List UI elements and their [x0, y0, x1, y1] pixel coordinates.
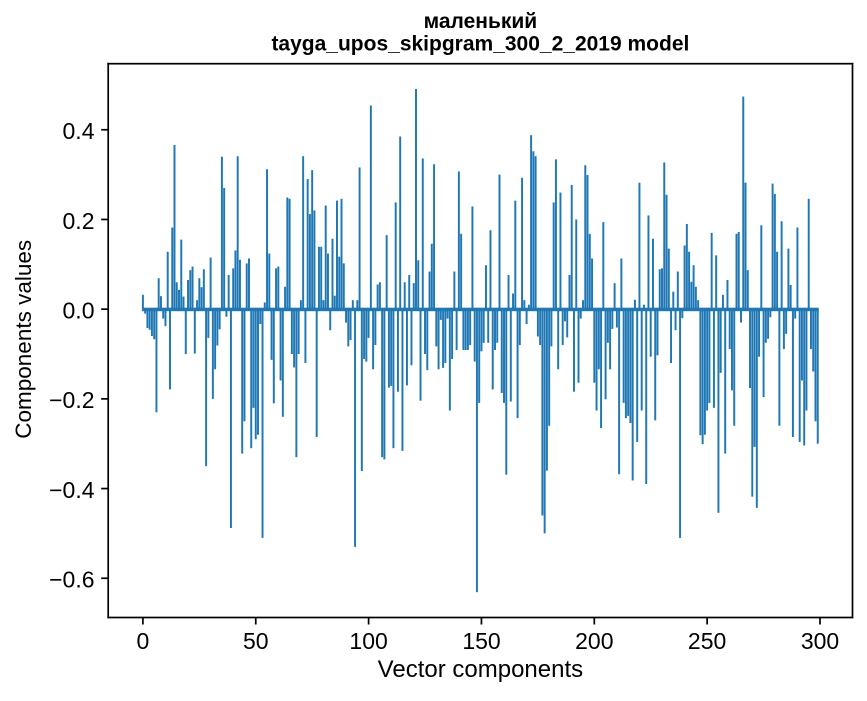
svg-text:150: 150 [462, 628, 500, 654]
svg-text:tayga_upos_skipgram_300_2_2019: tayga_upos_skipgram_300_2_2019 model [271, 33, 689, 56]
svg-text:−0.2: −0.2 [49, 387, 94, 413]
svg-text:300: 300 [801, 628, 839, 654]
svg-text:100: 100 [349, 628, 387, 654]
svg-text:200: 200 [575, 628, 613, 654]
svg-text:50: 50 [243, 628, 269, 654]
svg-text:−0.4: −0.4 [49, 477, 95, 503]
svg-text:0.4: 0.4 [63, 118, 95, 144]
svg-text:250: 250 [688, 628, 726, 654]
svg-text:0.0: 0.0 [63, 298, 95, 324]
svg-text:0.2: 0.2 [63, 208, 95, 234]
svg-text:Components values: Components values [11, 240, 36, 439]
svg-text:−0.6: −0.6 [49, 567, 94, 593]
svg-text:0: 0 [137, 628, 150, 654]
svg-text:Vector components: Vector components [378, 656, 583, 683]
svg-text:маленький: маленький [424, 10, 538, 33]
